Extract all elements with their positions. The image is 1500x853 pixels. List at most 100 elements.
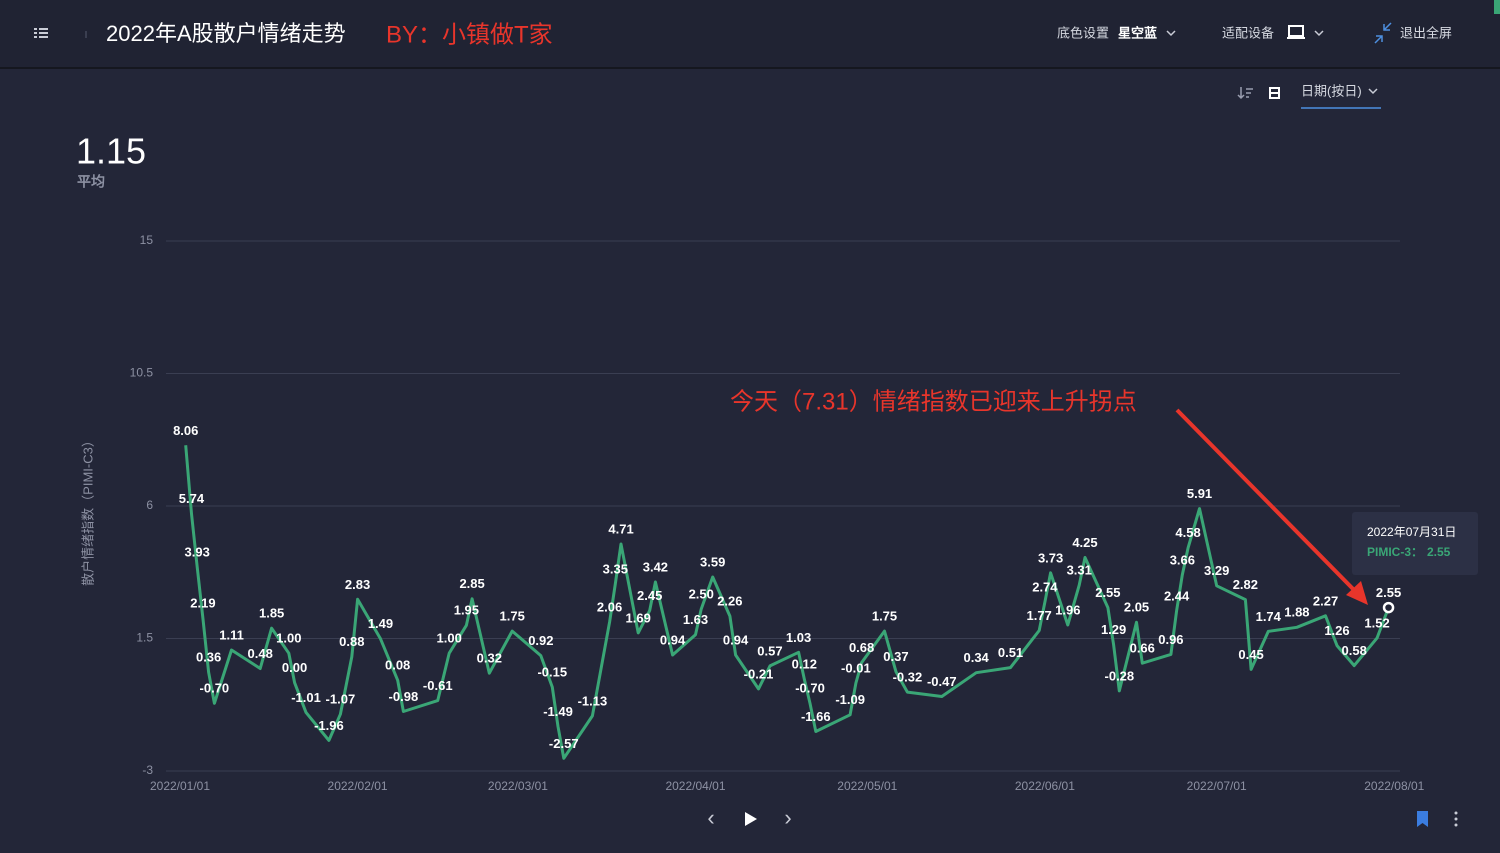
highlight-point [1382,601,1395,614]
data-label: -1.09 [835,692,865,707]
tooltip-date: 2022年07月31日 [1367,525,1456,539]
data-label: -0.98 [389,689,419,704]
data-label: 2.05 [1124,600,1149,615]
data-label: 4.71 [608,521,633,536]
save-icon[interactable] [1269,87,1280,99]
data-label: 1.77 [1026,608,1051,623]
play-button[interactable] [745,812,757,826]
data-label: 2.83 [345,577,370,592]
annotation-arrowhead [1346,581,1368,605]
date-granularity[interactable]: 日期(按日) [1301,83,1362,98]
data-label: -0.01 [841,660,871,675]
dropdown-chevron[interactable] [1314,30,1324,37]
data-label: 1.96 [1055,602,1080,617]
prev-button[interactable]: ‹ [707,805,714,830]
more-icon[interactable] [1454,811,1458,827]
bg-setting-value[interactable]: 星空蓝 [1118,25,1157,40]
data-label: 4.58 [1175,525,1200,540]
byline: BY：小镇做T家 [386,21,553,48]
data-label: 3.93 [185,544,210,559]
next-button[interactable]: › [784,805,791,830]
data-label: 2.26 [717,594,742,609]
data-label: 2.44 [1164,588,1190,603]
data-label: 2.82 [1233,577,1258,592]
data-label: 0.32 [477,651,502,666]
data-label: 1.95 [454,603,479,618]
data-label: 0.12 [792,657,817,672]
tooltip-value: 2.55 [1427,545,1451,559]
bookmark-icon[interactable] [1417,811,1428,827]
data-label: 0.08 [385,658,410,673]
x-tick-label: 2022/05/01 [837,779,897,793]
data-label: 8.06 [173,423,198,438]
data-label: -0.70 [795,681,825,696]
data-label: 1.88 [1284,605,1309,620]
data-label: 1.75 [872,609,897,624]
bg-setting-label: 底色设置 [1057,25,1109,40]
data-label: 1.29 [1101,622,1126,637]
data-label: 1.49 [368,616,393,631]
monitor-icon[interactable] [1287,25,1305,39]
data-label: 1.00 [437,631,462,646]
data-label: -0.32 [893,670,923,685]
x-tick-label: 2022/04/01 [665,779,725,793]
data-label: -0.70 [200,681,230,696]
data-label: 2.19 [190,596,215,611]
kpi-label: 平均 [77,174,105,190]
data-label: -1.96 [314,718,344,733]
y-tick-label: 6 [146,498,153,512]
data-label: 3.31 [1067,563,1092,578]
data-label: -1.49 [543,704,573,719]
data-label: 0.66 [1130,641,1155,656]
data-label: 1.75 [500,609,525,624]
data-label: 1.69 [626,610,651,625]
header-bar [0,0,1500,68]
x-tick-label: 2022/03/01 [488,779,548,793]
data-label: 3.29 [1204,563,1229,578]
x-tick-label: 2022/01/01 [150,779,210,793]
data-label: -0.47 [927,674,957,689]
dropdown-chevron[interactable] [1368,88,1378,95]
x-tick-label: 2022/07/01 [1187,779,1247,793]
menu-icon[interactable] [34,28,48,38]
data-label: 1.74 [1256,609,1282,624]
data-label: 0.94 [723,632,749,647]
data-label: 3.66 [1170,552,1195,567]
data-label: 2.55 [1376,585,1401,600]
data-label: 0.58 [1342,643,1367,658]
y-tick-label: 1.5 [136,631,153,645]
data-label: -0.28 [1105,668,1135,683]
data-label: 2.50 [689,586,714,601]
data-label: 2.74 [1032,579,1058,594]
data-label: 0.51 [998,645,1023,660]
data-label: -1.66 [801,709,831,724]
data-label: -1.01 [291,690,321,705]
data-label: 3.35 [603,561,628,576]
data-label: 1.63 [683,612,708,627]
annotation: 今天（7.31）情绪指数已迎来上升拐点 [730,388,1137,415]
exit-fullscreen-icon[interactable] [1374,22,1392,44]
y-tick-label: 15 [140,233,154,247]
tooltip-label: PIMIC-3： [1367,545,1423,559]
tooltip-box [1352,512,1478,575]
data-label: -2.57 [549,736,579,751]
data-label: 3.59 [700,554,725,569]
data-label: 1.26 [1324,623,1349,638]
exit-fullscreen[interactable]: 退出全屏 [1400,25,1452,40]
plot: 15 10.5 6 1.5 -3 2022/01/01 2022/02/01 2022/03/… [130,233,1425,793]
data-label: 2.27 [1313,593,1338,608]
data-label: 0.36 [196,650,221,665]
data-label: 2.06 [597,599,622,614]
device-label: 适配设备 [1222,25,1274,40]
data-label: -0.21 [744,666,774,681]
data-label: 1.85 [259,606,284,621]
dropdown-chevron[interactable] [1166,30,1176,37]
data-label: 0.88 [339,634,364,649]
data-label: 0.68 [849,640,874,655]
sort-icon[interactable] [1237,87,1253,100]
y-tick-label: -3 [142,763,153,777]
y-tick-label: 10.5 [130,366,154,380]
data-label: 0.57 [757,643,782,658]
